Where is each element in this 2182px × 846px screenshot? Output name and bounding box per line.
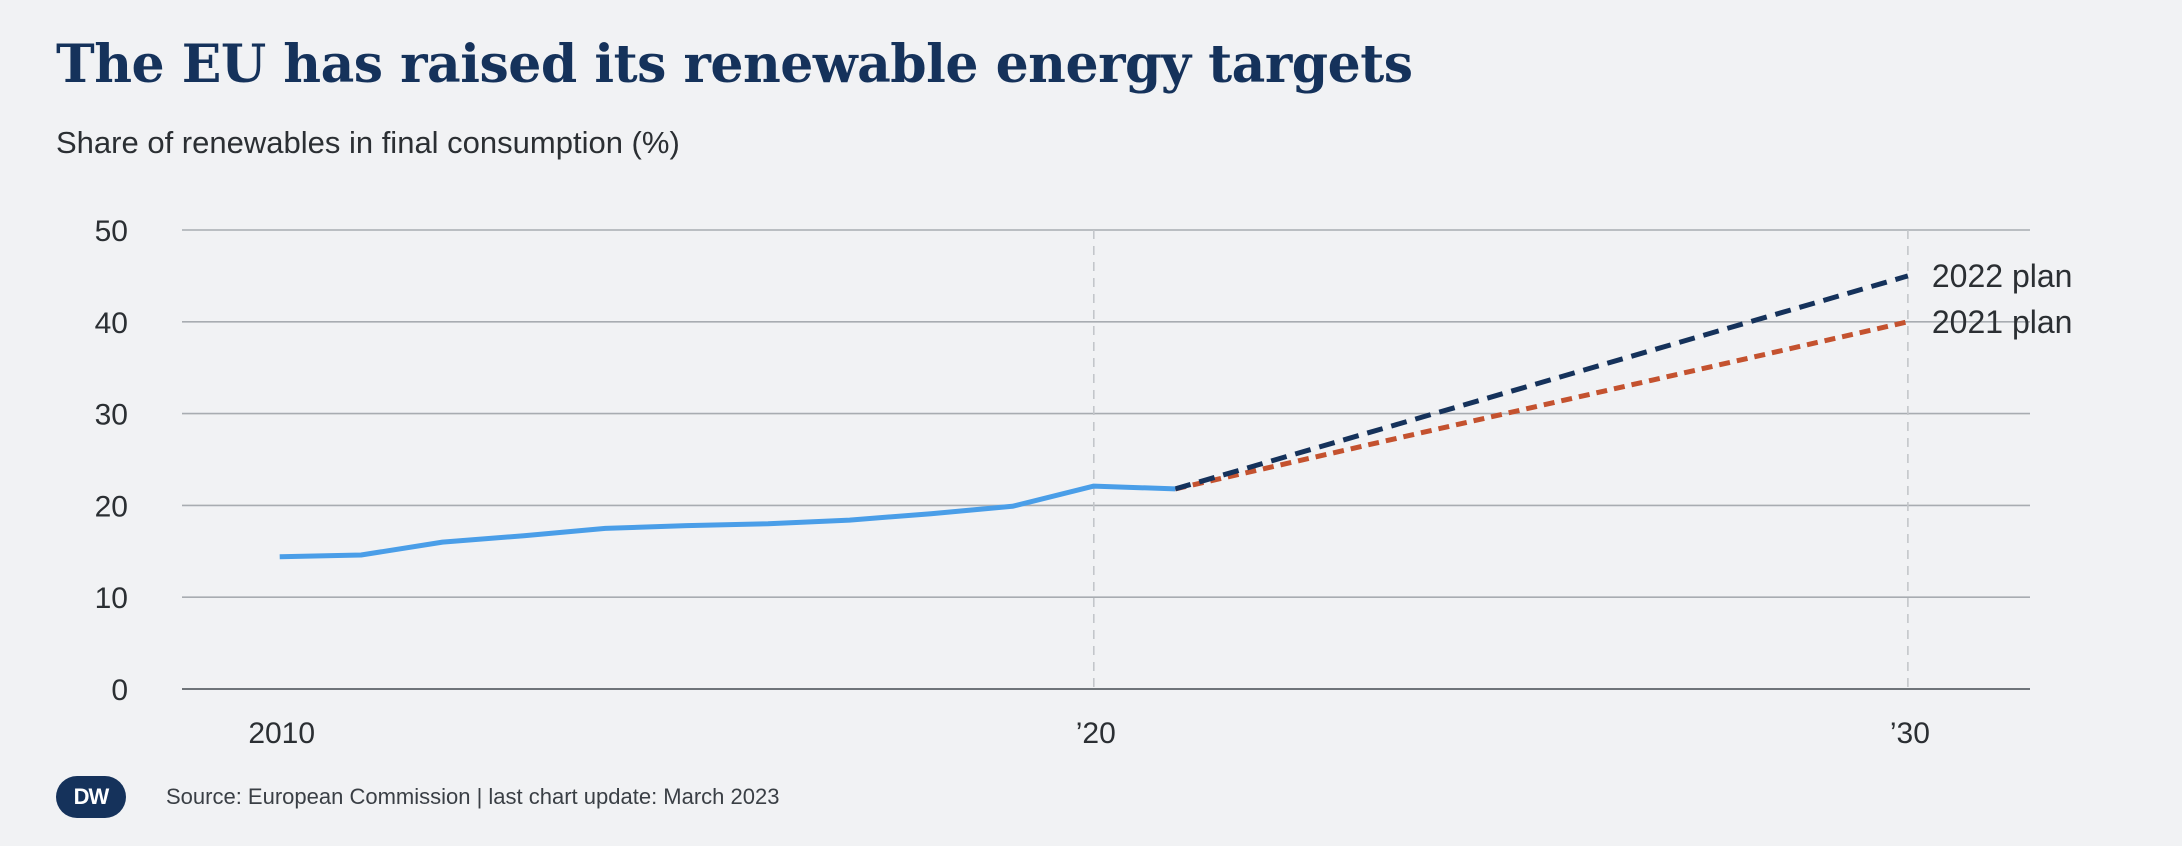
annotation-2022-plan: 2022 plan (1932, 258, 2073, 294)
dw-logo: DW (56, 776, 126, 818)
y-tick-label: 20 (95, 490, 128, 523)
footer: DW Source: European Commission | last ch… (56, 776, 779, 818)
x-tick-label: ’20 (1076, 717, 1116, 750)
y-tick-label: 0 (111, 674, 128, 707)
x-tick-label: 2010 (248, 717, 315, 750)
source-note: Source: European Commission | last chart… (166, 784, 780, 809)
series-line-2021-plan (1174, 319, 1909, 492)
chart-title: The EU has raised its renewable energy t… (56, 34, 1413, 95)
x-tick-label: ’30 (1890, 717, 1930, 750)
series-line-actual-share (279, 483, 1176, 560)
y-tick-label: 50 (95, 215, 128, 248)
series-line-2022-plan (1174, 273, 1909, 492)
y-tick-label: 30 (95, 399, 128, 432)
y-tick-label: 40 (95, 307, 128, 340)
chart-subtitle: Share of renewables in final consumption… (56, 125, 680, 160)
y-tick-label: 10 (95, 582, 128, 615)
annotation-2021-plan: 2021 plan (1932, 304, 2073, 340)
